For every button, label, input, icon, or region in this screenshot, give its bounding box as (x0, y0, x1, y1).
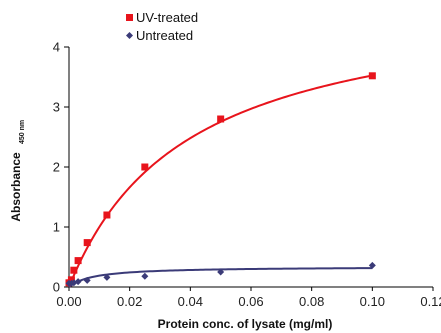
x-tick-label: 0.04 (178, 294, 203, 309)
data-point-square (141, 163, 149, 171)
data-markers (65, 72, 376, 287)
y-tick-label: 4 (53, 40, 60, 55)
y-tick-label: 0 (53, 280, 60, 295)
fit-curves (68, 74, 373, 288)
y-axis-label-subscript: 450 nm (19, 120, 26, 144)
data-point-diamond (368, 261, 376, 269)
y-axis-title: Absorbance 450 nm (9, 120, 26, 222)
x-tick-label: 0.06 (238, 294, 263, 309)
data-point-square (70, 266, 78, 274)
x-tick-label: 0.00 (56, 294, 81, 309)
data-point-diamond (217, 268, 225, 276)
y-tick-label: 2 (53, 160, 60, 175)
x-tick-label: 0.12 (420, 294, 441, 309)
data-point-square (217, 115, 225, 123)
legend-marker-square (126, 14, 133, 21)
data-point-square (103, 211, 111, 219)
y-tick-label: 1 (53, 220, 60, 235)
legend-label-uv-treated: UV-treated (136, 10, 198, 25)
legend-item-untreated: Untreated (126, 28, 193, 43)
y-tick-label: 3 (53, 100, 60, 115)
legend: UV-treated Untreated (126, 10, 198, 43)
data-point-square (83, 239, 91, 247)
data-point-diamond (83, 276, 91, 284)
data-point-diamond (103, 273, 111, 281)
x-tick-label: 0.08 (299, 294, 324, 309)
legend-label-untreated: Untreated (136, 28, 193, 43)
x-axis-ticks: 0.00 0.02 0.04 0.06 0.08 0.10 0.12 (56, 287, 441, 309)
x-tick-label: 0.10 (360, 294, 385, 309)
fit-line (68, 74, 373, 288)
data-point-diamond (74, 278, 82, 286)
legend-marker-diamond (126, 32, 133, 39)
data-point-square (67, 276, 75, 284)
legend-item-uv-treated: UV-treated (126, 10, 198, 25)
data-point-diamond (141, 272, 149, 280)
x-tick-label: 0.02 (117, 294, 142, 309)
y-axis-ticks: 0 1 2 3 4 (53, 40, 69, 295)
plot-area (68, 47, 433, 288)
data-point-square (74, 257, 82, 265)
data-point-square (368, 72, 376, 80)
y-axis-label: Absorbance (9, 152, 23, 222)
x-axis-label: Protein conc. of lysate (mg/ml) (158, 317, 333, 331)
